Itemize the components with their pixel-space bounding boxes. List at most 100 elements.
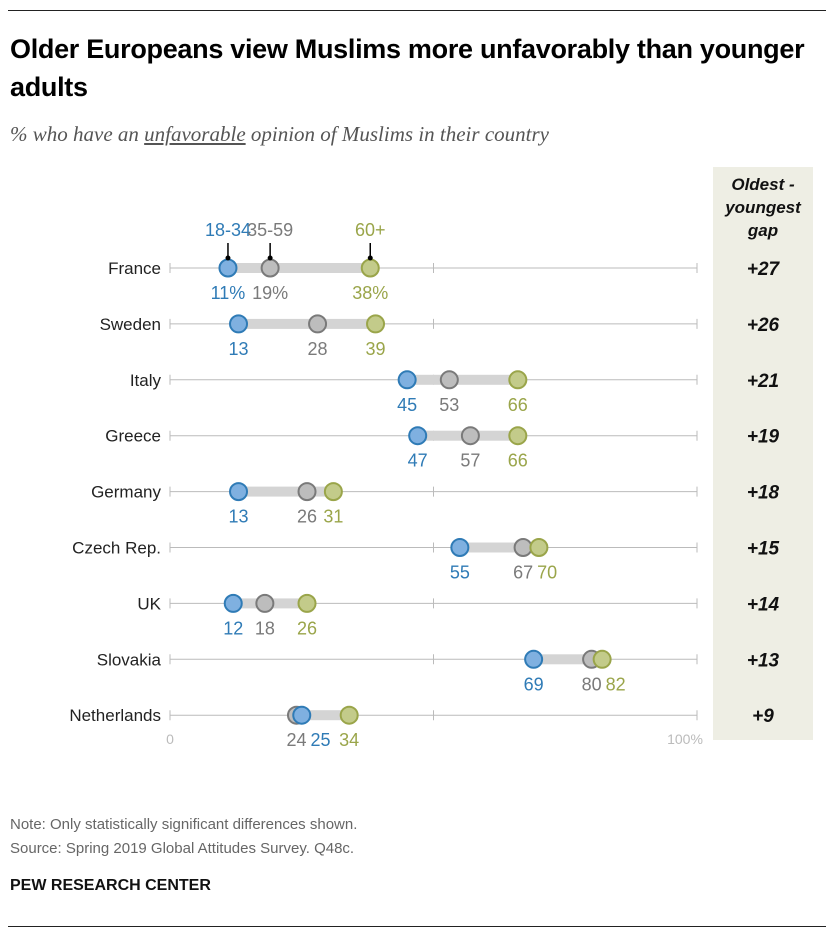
value-label: 66: [508, 395, 528, 415]
tick-label: 100%: [667, 731, 703, 747]
value-label: 57: [460, 451, 480, 471]
value-label: 19%: [252, 283, 288, 303]
value-label: 55: [450, 563, 470, 583]
gap-value: +14: [747, 594, 780, 615]
range-bar: [407, 374, 518, 385]
dot-18-34: [524, 649, 544, 669]
value-label: 31: [323, 507, 343, 527]
gap-value: +13: [747, 650, 780, 671]
range-bar: [227, 263, 371, 273]
legend-leader-dot: [367, 255, 373, 261]
value-label: 80: [582, 674, 602, 694]
dot-60+: [366, 314, 386, 334]
legend-label: 18-34: [205, 220, 251, 240]
chart-title: Older Europeans view Muslims more unfavo…: [10, 34, 805, 102]
gap-value: +9: [752, 706, 774, 727]
dot-60+: [339, 705, 359, 725]
note: Note: Only statistically significant dif…: [10, 816, 358, 833]
value-label: 24: [286, 730, 306, 750]
dot-60+: [508, 426, 528, 446]
value-label: 53: [439, 395, 459, 415]
value-label: 45: [397, 395, 417, 415]
dot-35-59: [255, 593, 275, 613]
range-bar: [459, 542, 539, 553]
category-label: Czech Rep.: [72, 539, 161, 558]
value-label: 25: [310, 730, 330, 750]
category-label: Sweden: [100, 315, 161, 334]
value-label: 47: [408, 451, 428, 471]
dot-35-59: [460, 426, 480, 446]
value-label: 11%: [211, 283, 246, 303]
dot-35-59: [513, 538, 533, 557]
dot-60+: [508, 370, 528, 390]
dot-35-59: [308, 314, 328, 334]
value-label: 39: [366, 339, 386, 359]
legend-leader-dot: [267, 255, 273, 261]
dot-60+: [592, 649, 612, 669]
dot-35-59: [439, 370, 459, 390]
gap-header: youngest: [724, 198, 802, 217]
value-label: 13: [228, 507, 248, 527]
bottom-rule: [8, 926, 826, 927]
gap-value: +27: [747, 259, 781, 280]
gap-header: gap: [747, 221, 778, 240]
value-label: 82: [606, 674, 626, 694]
range-bar: [533, 654, 603, 665]
gap-value: +15: [747, 539, 780, 560]
source: Source: Spring 2019 Global Attitudes Sur…: [10, 840, 355, 857]
legend-leader-dot: [225, 255, 231, 261]
category-label: France: [108, 259, 161, 278]
gap-value: +26: [747, 315, 780, 336]
value-label: 70: [537, 563, 557, 583]
range-bar: [238, 486, 334, 497]
value-label: 28: [308, 339, 328, 359]
value-label: 67: [513, 563, 533, 583]
category-label: Italy: [130, 371, 162, 390]
gap-value: +19: [747, 427, 780, 448]
value-label: 34: [339, 730, 359, 750]
range-bar: [238, 318, 376, 329]
dot-18-34: [397, 370, 417, 390]
gap-column-bg: [713, 167, 813, 740]
dot-18-34: [450, 538, 470, 557]
chart-subtitle: % who have an unfavorable opinion of Mus…: [10, 122, 549, 147]
dot-60+: [323, 482, 343, 502]
category-label: UK: [137, 594, 161, 613]
category-label: Netherlands: [69, 706, 161, 725]
brand-logo: PEW RESEARCH CENTER: [10, 877, 211, 894]
dot-35-59: [297, 482, 317, 502]
legend-label: 35-59: [247, 220, 293, 240]
dot-18-34: [229, 482, 249, 502]
value-label: 66: [508, 451, 528, 471]
category-label: Germany: [91, 483, 161, 502]
dot-35-59: [260, 258, 280, 278]
gap-header: Oldest -: [731, 175, 795, 194]
value-label: 18: [255, 618, 275, 638]
value-label: 38%: [352, 283, 388, 303]
dot-60+: [529, 538, 549, 557]
gap-value: +21: [747, 371, 779, 392]
value-label: 69: [524, 674, 544, 694]
dot-18-34: [229, 314, 249, 334]
value-label: 12: [223, 618, 243, 638]
dot-60+: [297, 593, 317, 613]
tick-label: 0: [166, 731, 174, 747]
dot-18-34: [223, 593, 243, 613]
dot-18-34: [408, 426, 428, 446]
dot-plot: Oldest - youngest gap France 11% 19% 38% +27 Swe…: [69, 167, 813, 750]
legend-label: 60+: [355, 220, 386, 240]
subtitle-text-end: opinion of Muslims in their country: [245, 122, 549, 146]
range-bar: [296, 710, 350, 721]
category-label: Slovakia: [97, 650, 162, 669]
value-label: 26: [297, 507, 317, 527]
subtitle-text: % who have an: [10, 122, 145, 146]
gap-value: +18: [747, 483, 780, 504]
category-label: Greece: [105, 427, 161, 446]
subtitle-underlined: unfavorable: [144, 122, 246, 146]
value-label: 26: [297, 618, 317, 638]
dot-18-34: [218, 258, 238, 278]
dot-60+: [360, 258, 380, 278]
top-rule: [8, 10, 826, 11]
value-label: 13: [228, 339, 248, 359]
